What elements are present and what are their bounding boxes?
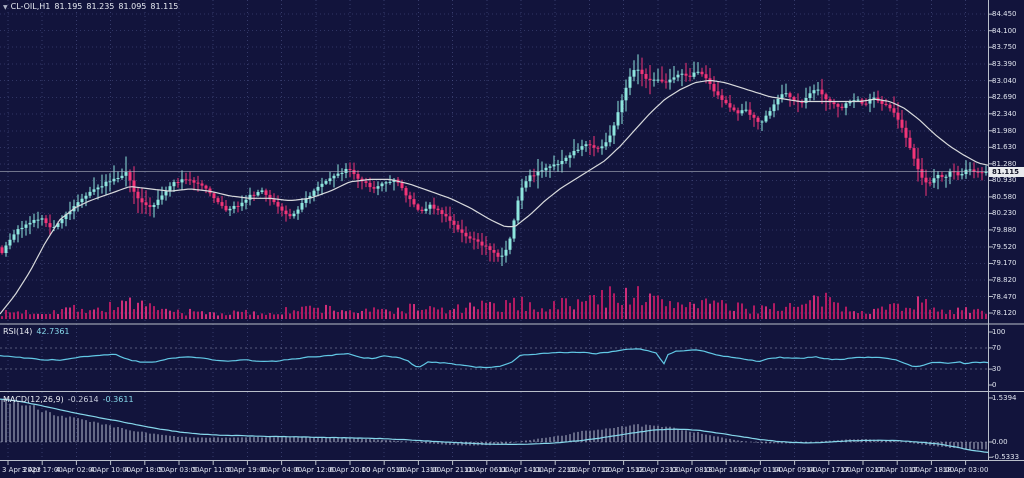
- volume-layer: [1, 286, 987, 319]
- time-axis-label: 11 Apr 06:00: [463, 466, 510, 474]
- macd-axis-label: -0.5333: [992, 453, 1020, 462]
- price-axis-label: 84.100: [992, 26, 1017, 35]
- time-axis-label: 6 Apr 12:00: [295, 466, 337, 474]
- price-axis-label: 78.820: [992, 275, 1017, 284]
- time-axis-label: 17 Apr 02:00: [840, 466, 886, 474]
- time-axis-label: 10 Apr 13:00: [395, 466, 442, 474]
- macd-main-value: -0.2614: [67, 395, 99, 404]
- time-axis-label: 5 Apr 11:00: [192, 466, 234, 474]
- macd-axis-label: 1.5394: [992, 393, 1017, 402]
- time-axis-label: 10 Apr 05:00: [361, 466, 407, 474]
- ohlc-close: 81.115: [150, 2, 179, 11]
- rsi-axis-label: 100: [992, 328, 1006, 336]
- time-axis-label: 14 Apr 17:00: [805, 466, 852, 474]
- price-axis-label: 84.450: [992, 10, 1017, 19]
- time-axis-label: 18 Apr 03:00: [942, 466, 989, 474]
- rsi-axis-label: 0: [992, 381, 997, 389]
- time-axis-label: 3 Apr 2023: [2, 466, 41, 474]
- time-axis-label: 5 Apr 03:00: [158, 466, 200, 474]
- time-axis-label: 12 Apr 07:00: [566, 466, 613, 474]
- time-axis-label: 6 Apr 20:00: [329, 466, 371, 474]
- time-axis-label: 13 Apr 08:00: [669, 466, 715, 474]
- time-axis-label: 17 Apr 18:00: [908, 466, 955, 474]
- price-axis-label: 81.280: [992, 159, 1017, 168]
- macd-name: MACD(12,26,9): [3, 395, 64, 404]
- price-axis-label: 83.040: [992, 76, 1017, 85]
- price-axis-label: 79.880: [992, 225, 1017, 234]
- candles-layer: [0, 54, 988, 267]
- grid-layer: [0, 0, 988, 461]
- symbol-name: CL-OIL,H1: [10, 2, 51, 11]
- panel-frame: [0, 0, 1024, 465]
- price-axis-label: 78.470: [992, 292, 1017, 301]
- price-axis-label: 81.980: [992, 126, 1017, 135]
- time-axis-label: 11 Apr 22:00: [532, 466, 578, 474]
- ma-line: [0, 79, 989, 315]
- time-axis-label: 11 Apr 14:00: [498, 466, 544, 474]
- macd-histogram: [1, 397, 987, 450]
- price-axis-label: 81.630: [992, 143, 1017, 152]
- rsi-axis-label: 30: [992, 365, 1001, 374]
- price-axis-label: 82.340: [992, 109, 1017, 118]
- time-axis-label: 4 Apr 18:00: [124, 466, 166, 474]
- price-axis-label: 82.690: [992, 93, 1017, 102]
- time-axis-label: 13 Apr 16:00: [703, 466, 749, 474]
- rsi-name: RSI(14): [3, 327, 33, 336]
- rsi-value: 42.7361: [36, 327, 70, 336]
- ohlc-low: 81.095: [118, 2, 147, 11]
- symbol-header: ▼ CL-OIL,H1 81.195 81.235 81.095 81.115: [3, 2, 182, 11]
- time-axis-label: 14 Apr 09:00: [771, 466, 818, 474]
- price-axis-label: 83.750: [992, 43, 1017, 52]
- price-axis-label: 80.930: [992, 176, 1017, 185]
- rsi-line: [0, 348, 989, 369]
- time-axis-label: 10 Apr 21:00: [429, 466, 476, 474]
- macd-signal-line: [0, 398, 989, 453]
- macd-signal-value: -0.3611: [102, 395, 134, 404]
- rsi-axis-label: 70: [992, 343, 1001, 352]
- price-axis[interactable]: 81.115 84.450 84.100 83.750 83.390 83.040 82.…: [989, 0, 1024, 478]
- price-axis-label: 83.390: [992, 60, 1017, 69]
- price-axis-label: 79.520: [992, 242, 1017, 251]
- time-axis-label: 17 Apr 10:00: [874, 466, 920, 474]
- ohlc-open: 81.195: [54, 2, 83, 11]
- time-axis-label: 4 Apr 02:00: [55, 466, 97, 474]
- time-axis-label: 12 Apr 23:00: [634, 466, 681, 474]
- ohlc-high: 81.235: [86, 2, 115, 11]
- price-axis-label: 80.230: [992, 209, 1017, 218]
- time-axis-label: 4 Apr 10:00: [90, 466, 132, 474]
- price-axis-label: 78.120: [992, 309, 1017, 318]
- macd-indicator-label: MACD(12,26,9) -0.2614 -0.3611: [3, 395, 134, 404]
- macd-axis-label: 0.00: [992, 438, 1008, 446]
- collapse-arrow-icon[interactable]: ▼: [3, 4, 8, 11]
- time-axis-label: 5 Apr 19:00: [226, 466, 268, 474]
- price-axis-label: 80.580: [992, 192, 1017, 201]
- time-axis-label: 12 Apr 15:00: [600, 466, 647, 474]
- current-price-box: 81.115: [989, 166, 1024, 177]
- rsi-indicator-label: RSI(14) 42.7361: [3, 327, 70, 336]
- price-axis-label: 79.170: [992, 259, 1017, 268]
- time-axis-label: 14 Apr 01:00: [737, 466, 784, 474]
- time-axis-label: 6 Apr 04:00: [261, 466, 303, 474]
- time-axis-label: 3 Apr 17:00: [21, 466, 63, 474]
- time-axis[interactable]: 3 Apr 2023 3 Apr 17:00 4 Apr 02:00 4 Apr 10…: [0, 461, 1024, 478]
